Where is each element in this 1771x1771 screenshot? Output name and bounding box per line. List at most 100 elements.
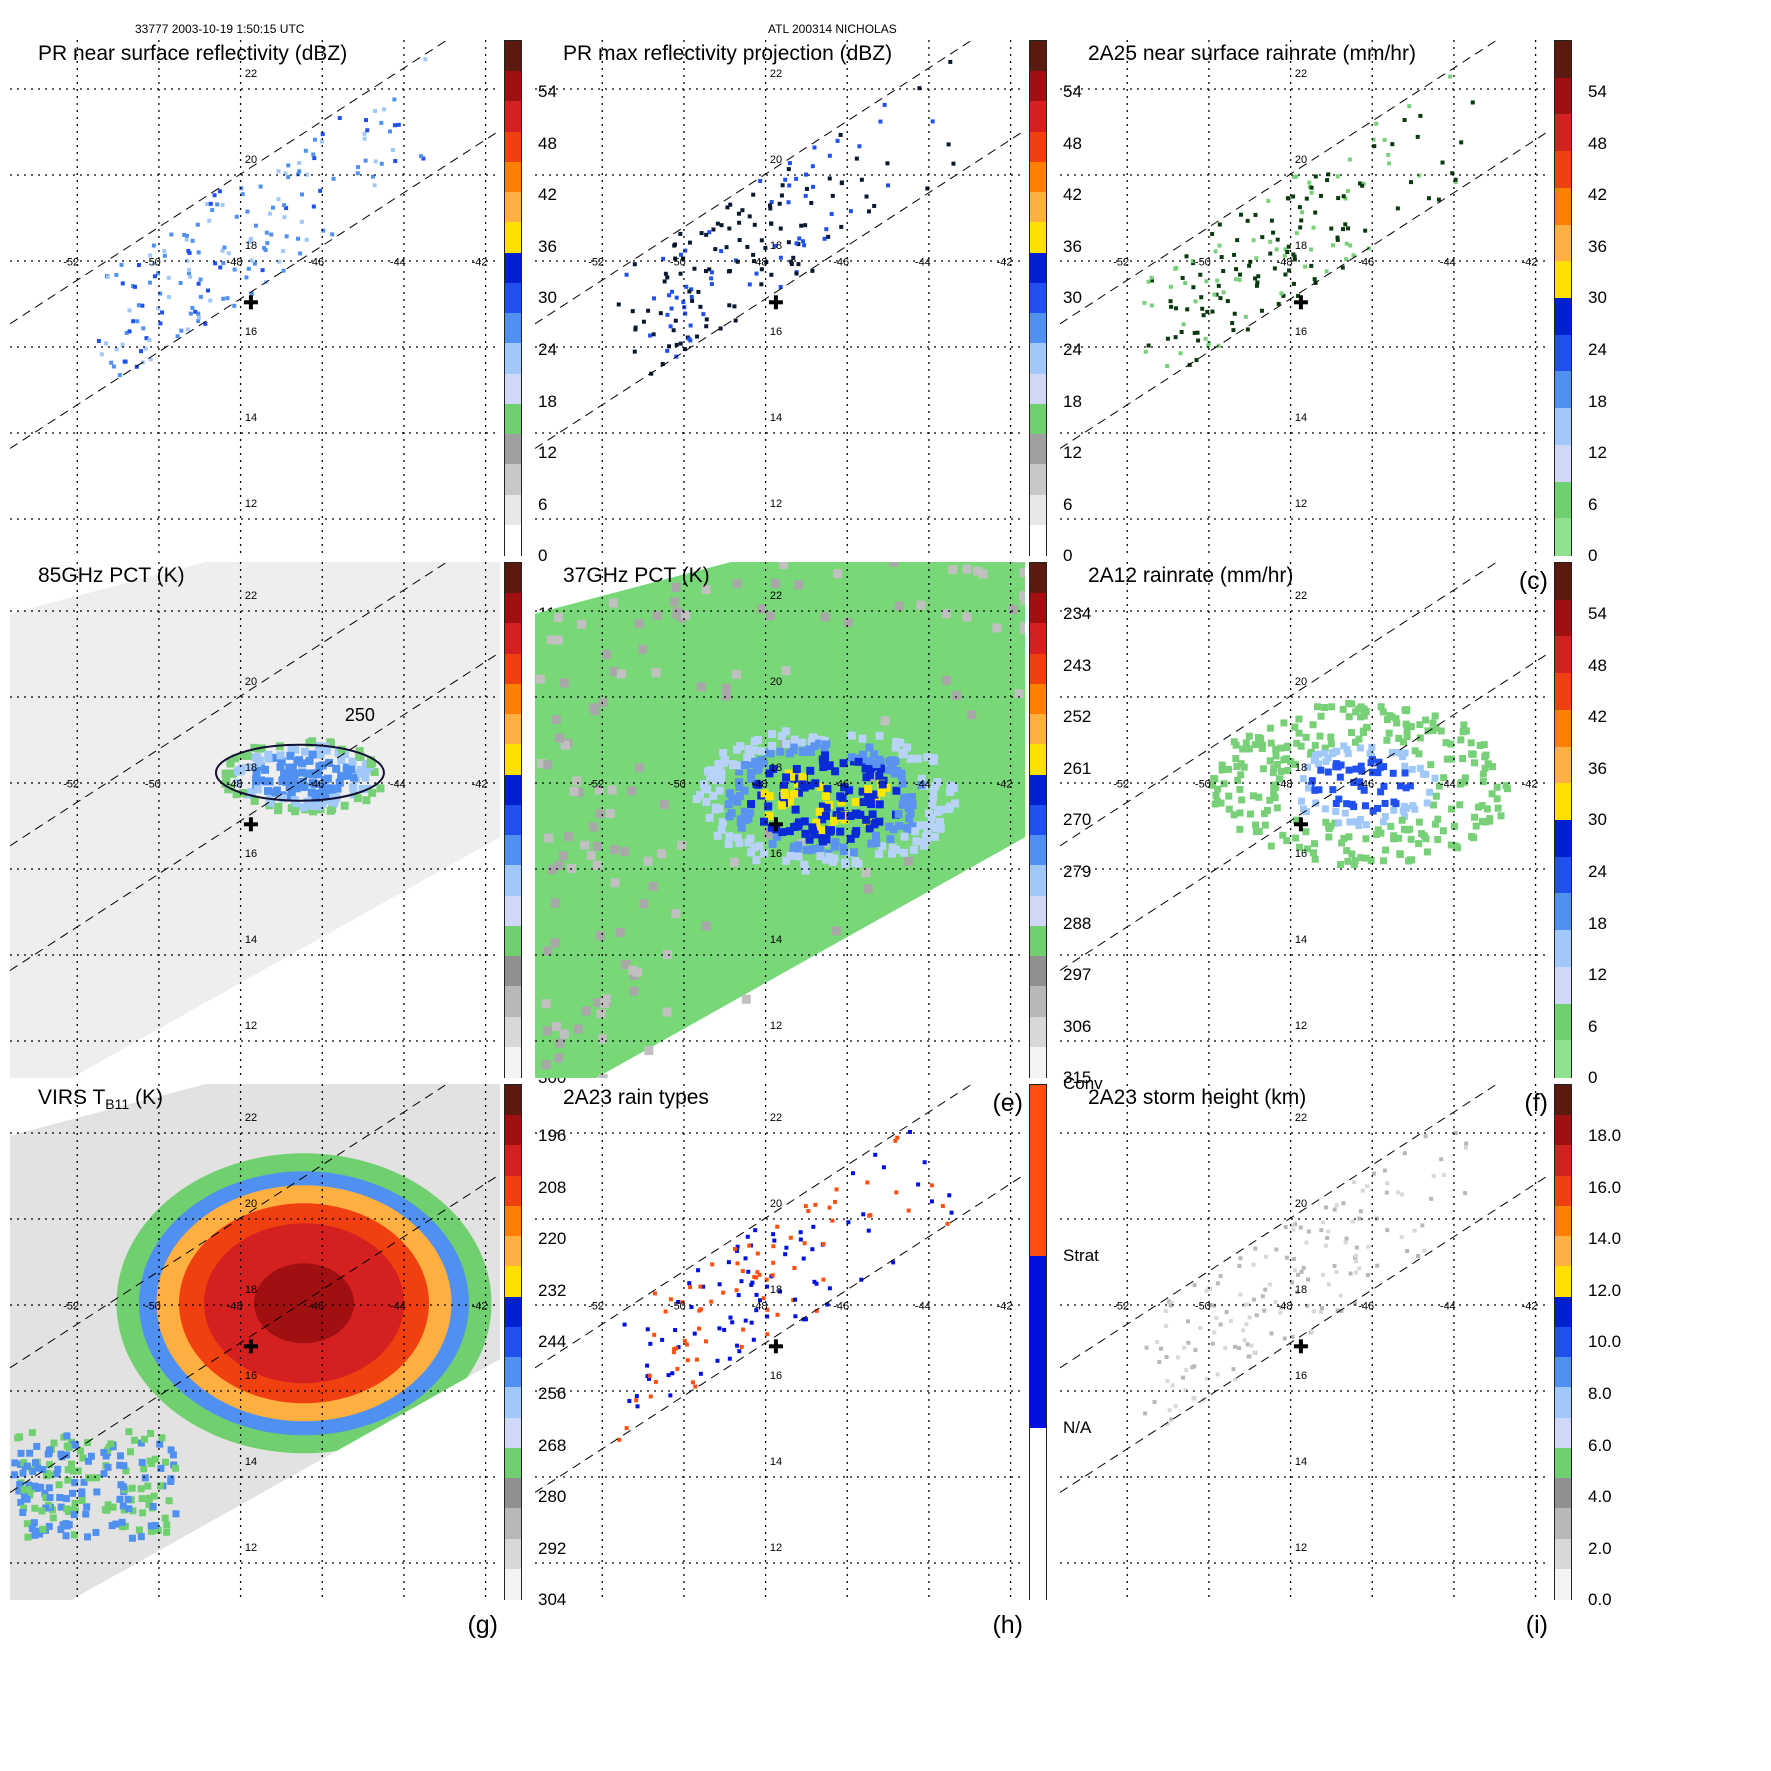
rain-pixel [737, 823, 746, 832]
echo-pixel [651, 332, 656, 337]
echo-pixel [719, 223, 724, 228]
echo-pixel [104, 341, 109, 346]
rain-pixel [872, 760, 881, 769]
rain-pixel [1357, 762, 1365, 770]
echo-pixel [365, 128, 370, 133]
cold-pixel [962, 612, 972, 622]
echo-pixel [1245, 1302, 1250, 1307]
echo-pixel [1340, 265, 1345, 270]
cold-pixel [550, 898, 560, 908]
cloud-pixel [46, 1446, 54, 1454]
echo-pixel [1344, 1236, 1349, 1241]
echo-pixel [676, 1345, 681, 1350]
echo-pixel [269, 232, 274, 237]
cold-pixel [553, 612, 563, 622]
echo-pixel [1165, 1421, 1170, 1426]
cold-pixel [952, 691, 962, 701]
scattering-pixel [291, 807, 300, 816]
rain-pixel [740, 786, 749, 795]
echo-pixel [740, 208, 745, 213]
echo-pixel [151, 243, 156, 248]
rain-pixel [1321, 744, 1329, 752]
colorbar-segment [1555, 1085, 1571, 1116]
map-plot: -52 -50 -48 -46 -44 -42 22 20 18 16 14 12 [535, 1084, 1025, 1600]
rain-pixel [1379, 708, 1387, 716]
echo-pixel [1334, 1269, 1339, 1274]
rain-pixel [728, 761, 737, 770]
cold-pixel [594, 785, 604, 795]
colorbar-label: 279 [1063, 862, 1092, 881]
echo-pixel [780, 183, 785, 188]
echo-pixel [951, 161, 956, 166]
rain-pixel [1233, 762, 1241, 770]
echo-pixel [798, 1237, 803, 1242]
rain-pixel [1388, 748, 1396, 756]
colorbar-label: 6 [1588, 1016, 1598, 1036]
echo-pixel [1187, 362, 1192, 367]
echo-pixel [866, 1228, 871, 1233]
scattering-pixel [361, 760, 370, 769]
echo-pixel [617, 1437, 622, 1442]
echo-pixel [1344, 257, 1349, 262]
echo-pixel [754, 271, 759, 276]
rain-pixel [1283, 755, 1291, 763]
scattering-pixel [262, 777, 271, 786]
rain-pixel [728, 794, 737, 803]
cloud-pixel [44, 1450, 52, 1458]
cloud-shield-ring [254, 1263, 354, 1344]
scattering-pixel [327, 740, 336, 749]
rain-pixel [1343, 745, 1351, 753]
colorbar-segment [1030, 222, 1046, 254]
echo-pixel [1168, 284, 1173, 289]
rain-pixel [815, 739, 824, 748]
rain-pixel [898, 800, 907, 809]
cloud-pixel [57, 1503, 65, 1511]
rain-pixel [740, 807, 749, 816]
echo-pixel [683, 248, 688, 253]
echo-pixel [1358, 1209, 1363, 1214]
echo-pixel [1299, 218, 1304, 223]
echo-pixel [140, 303, 145, 308]
echo-pixel [1335, 235, 1340, 240]
echo-pixel [768, 206, 773, 211]
rain-pixel [1380, 782, 1388, 790]
echo-pixel [1354, 1270, 1359, 1275]
echo-pixel [1463, 1191, 1468, 1196]
colorbar-segment [1030, 804, 1046, 836]
echo-pixel [162, 248, 167, 253]
echo-pixel [1249, 1343, 1254, 1348]
colorbar [504, 562, 522, 1078]
lon-tick-label: -48 [752, 1300, 768, 1312]
colorbar-segment [1555, 481, 1571, 519]
scattering-pixel [340, 749, 349, 758]
contour-label: 250 [345, 705, 375, 725]
echo-pixel [1303, 264, 1308, 269]
cloud-pixel [70, 1511, 78, 1519]
rain-pixel [865, 757, 874, 766]
echo-pixel [362, 131, 367, 136]
echo-pixel [136, 263, 141, 268]
echo-pixel [114, 272, 119, 277]
rain-pixel [1225, 805, 1233, 813]
echo-pixel [166, 295, 171, 300]
cold-pixel [600, 999, 610, 1009]
echo-pixel [688, 1285, 693, 1290]
rain-pixel [885, 757, 894, 766]
echo-pixel [1173, 335, 1178, 340]
echo-pixel [1210, 309, 1215, 314]
echo-pixel [213, 261, 218, 266]
echo-pixel [814, 1308, 819, 1313]
echo-pixel [737, 220, 742, 225]
echo-pixel [1164, 1355, 1169, 1360]
rain-pixel [1317, 712, 1325, 720]
echo-pixel [648, 1341, 653, 1346]
rain-pixel [1312, 799, 1320, 807]
rain-pixel [1297, 742, 1305, 750]
cloud-pixel [70, 1467, 78, 1475]
rain-pixel [1327, 822, 1335, 830]
rain-pixel [1295, 729, 1303, 737]
rain-pixel [1357, 854, 1365, 862]
lat-tick-label: 12 [1295, 1020, 1307, 1032]
